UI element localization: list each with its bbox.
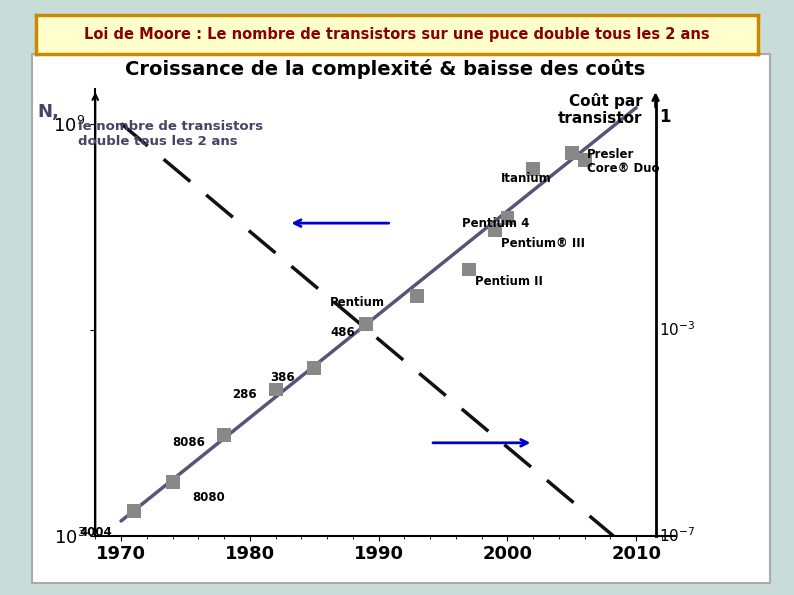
Text: $10^{-3}$: $10^{-3}$ <box>660 320 696 339</box>
Text: $10^{-7}$: $10^{-7}$ <box>660 526 696 545</box>
Point <box>578 156 591 165</box>
Text: le nombre de transistors
double tous les 2 ans: le nombre de transistors double tous les… <box>78 120 263 149</box>
Text: 486: 486 <box>331 327 356 340</box>
Text: Pentium® III: Pentium® III <box>501 237 585 250</box>
Text: N,: N, <box>37 102 60 121</box>
Text: Pentium II: Pentium II <box>476 275 543 288</box>
Text: 8080: 8080 <box>192 491 225 504</box>
Text: 286: 286 <box>232 389 256 401</box>
Point <box>269 385 282 394</box>
Text: Core® Duo: Core® Duo <box>588 162 660 175</box>
Text: Coût par
transistor: Coût par transistor <box>558 93 642 126</box>
Point <box>166 477 179 487</box>
Text: 1: 1 <box>660 108 671 126</box>
Point <box>527 164 540 174</box>
Point <box>308 364 321 373</box>
Title: Croissance de la complexité & baisse des coûts: Croissance de la complexité & baisse des… <box>125 60 646 79</box>
Text: 386: 386 <box>270 371 295 384</box>
Point <box>501 214 514 223</box>
Point <box>360 320 372 329</box>
Text: Pentium 4: Pentium 4 <box>462 217 530 230</box>
Point <box>411 291 424 300</box>
Text: Presler: Presler <box>588 148 634 161</box>
Text: 8086: 8086 <box>172 436 205 449</box>
Text: Itanium: Itanium <box>501 172 552 185</box>
Point <box>565 148 578 158</box>
Point <box>218 430 230 440</box>
Text: 4004: 4004 <box>79 525 112 538</box>
Point <box>128 506 141 515</box>
Text: Pentium: Pentium <box>330 296 385 309</box>
Point <box>488 226 501 235</box>
Text: Loi de Moore : Le nombre de transistors sur une puce double tous les 2 ans: Loi de Moore : Le nombre de transistors … <box>84 27 710 42</box>
Point <box>462 265 475 274</box>
